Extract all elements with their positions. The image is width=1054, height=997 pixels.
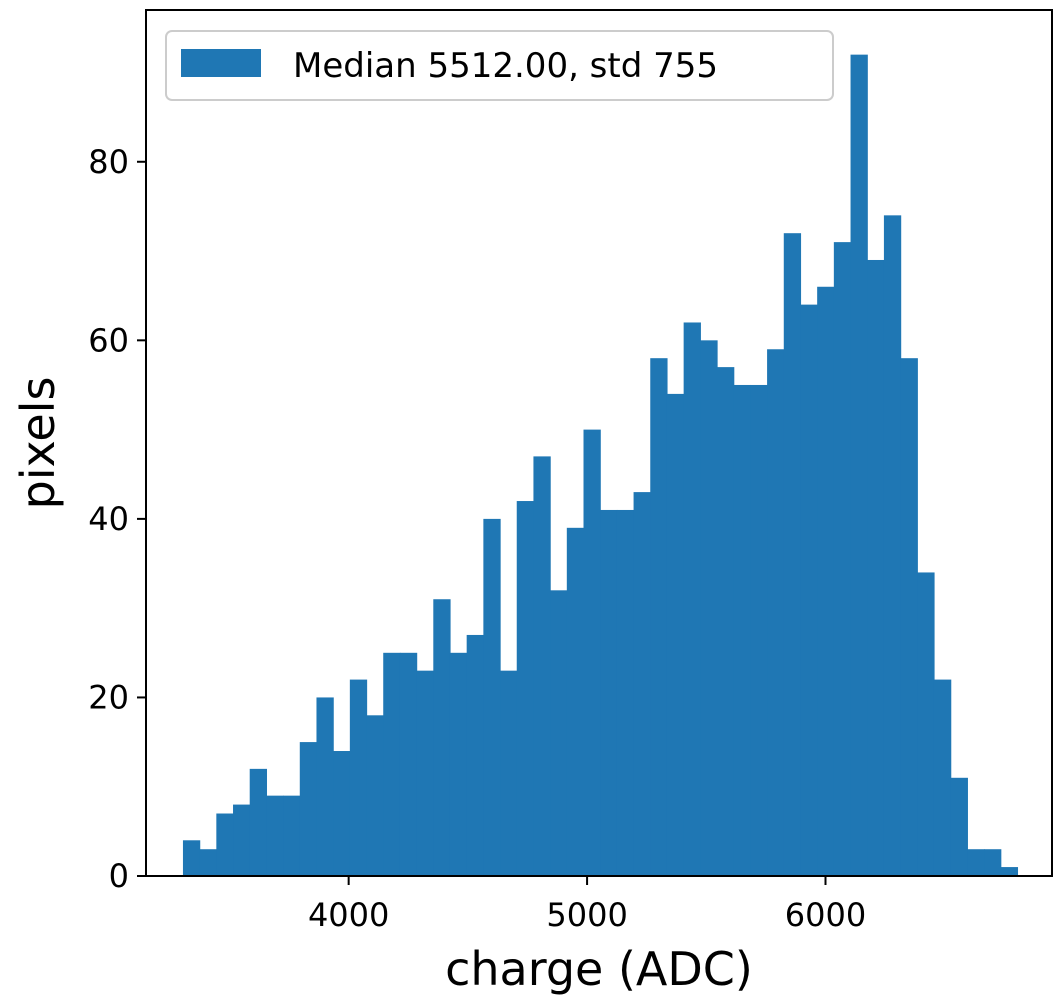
x-tick-label: 5000 (546, 896, 627, 934)
legend: Median 5512.00, std 755 (165, 30, 834, 101)
histogram-bar (233, 804, 251, 876)
histogram-bar (700, 340, 718, 876)
histogram-bar (666, 393, 685, 876)
plot-frame (145, 9, 1053, 877)
x-tick-label: 4000 (308, 896, 389, 934)
histogram-bar (449, 652, 468, 876)
histogram-bars (182, 54, 1019, 877)
histogram-bar (650, 358, 668, 877)
y-tick-label: 60 (88, 321, 129, 359)
histogram-bar (299, 742, 318, 876)
histogram-bar (249, 768, 268, 876)
histogram-bar (900, 358, 918, 877)
histogram-bar (182, 840, 201, 876)
histogram-bar (433, 599, 451, 876)
y-tick-label: 0 (109, 857, 129, 895)
histogram-bar (500, 670, 518, 876)
legend-swatch (181, 49, 261, 77)
histogram-bar (516, 501, 535, 876)
y-tick-label: 80 (88, 143, 129, 181)
histogram-bar (783, 233, 802, 877)
histogram-bar (867, 259, 885, 876)
y-axis-ticks: 0 20 40 60 80 (88, 143, 146, 895)
x-tick-label: 6000 (785, 896, 866, 934)
histogram-bar (316, 697, 334, 876)
histogram-bar (199, 849, 217, 876)
histogram-bar (616, 509, 635, 876)
histogram-bar (550, 590, 568, 876)
histogram-bar (483, 518, 501, 876)
histogram-bar (967, 849, 985, 876)
histogram-bar (600, 509, 618, 876)
histogram-bar (366, 715, 384, 876)
y-tick-label: 40 (88, 500, 129, 538)
histogram-bar (717, 367, 735, 876)
histogram-bar (333, 751, 351, 876)
x-axis-title: charge (ADC) (445, 942, 753, 996)
histogram-bar (216, 813, 234, 876)
histogram-bar (416, 670, 434, 876)
histogram-bar (950, 777, 968, 876)
histogram-bar (817, 286, 835, 876)
histogram-bar (733, 384, 751, 876)
histogram-bar (833, 242, 852, 876)
histogram-bar (349, 679, 368, 876)
histogram-bar (750, 384, 768, 876)
histogram-bar (683, 322, 701, 876)
histogram-bar (266, 795, 284, 876)
histogram-bar (767, 349, 785, 877)
histogram-bar (566, 527, 585, 876)
histogram-bar (633, 492, 651, 876)
histogram-bar (850, 54, 868, 877)
histogram-bar (1000, 867, 1019, 876)
y-axis-title: pixels (11, 377, 65, 510)
legend-box (165, 30, 834, 101)
histogram-bar (383, 652, 401, 876)
histogram-bar (533, 456, 551, 876)
histogram-bar (917, 572, 935, 876)
x-axis-ticks: 4000 5000 6000 (308, 876, 866, 934)
histogram-bar (933, 679, 952, 876)
histogram-bar (984, 849, 1002, 876)
histogram-bar (883, 215, 902, 876)
histogram-bar (466, 634, 484, 876)
histogram-bar (583, 429, 601, 876)
histogram-bar (800, 304, 818, 877)
y-tick-label: 20 (88, 678, 129, 716)
histogram-bar (399, 652, 418, 876)
histogram-bar (283, 795, 301, 876)
legend-label: Median 5512.00, std 755 (293, 46, 718, 86)
